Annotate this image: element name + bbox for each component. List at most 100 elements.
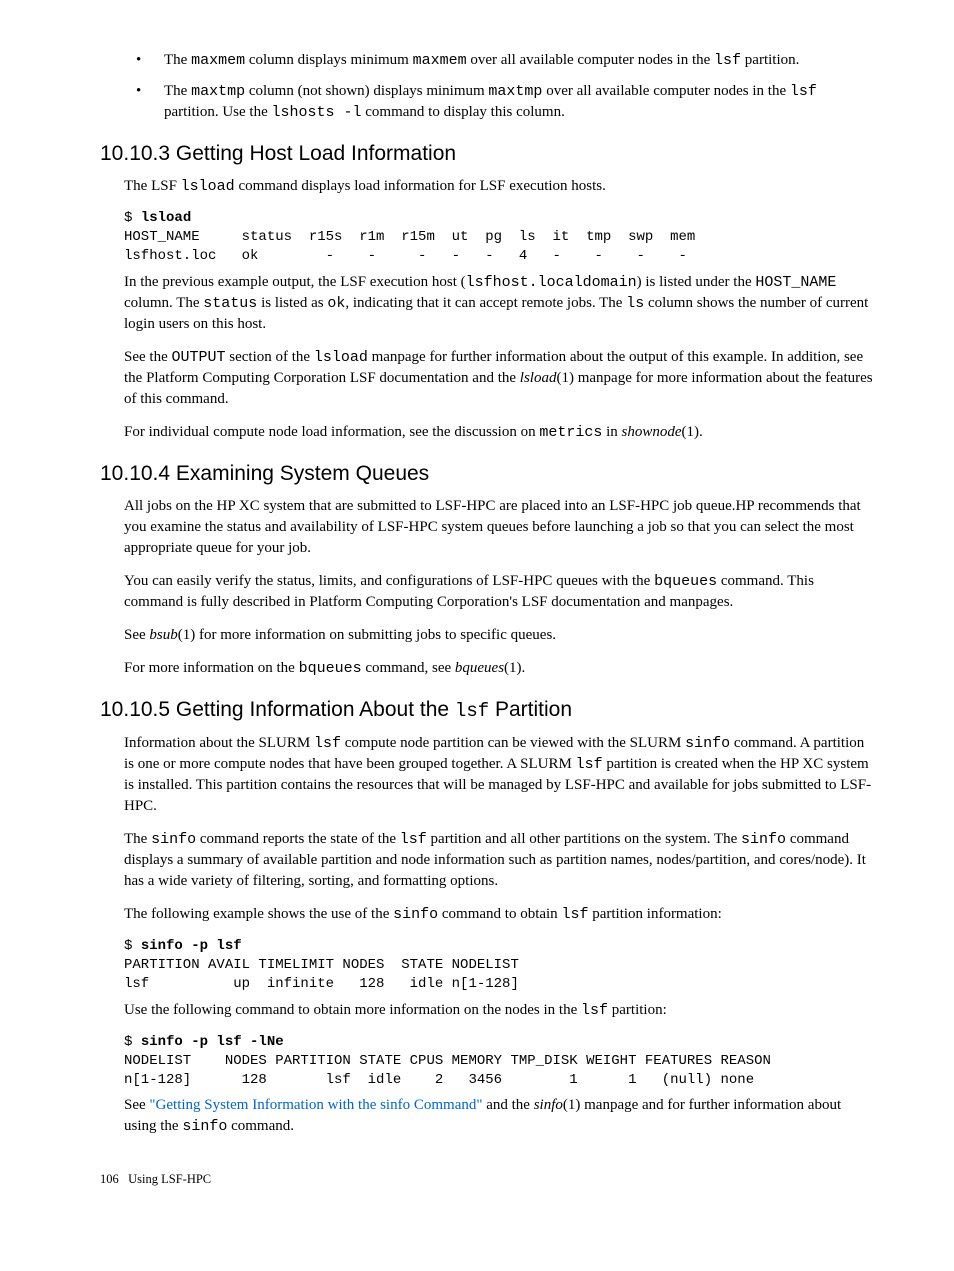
code-text: maxmem xyxy=(191,52,245,69)
output-line: NODELIST NODES PARTITION STATE CPUS MEMO… xyxy=(124,1053,771,1069)
terminal-output: $ sinfo -p lsf -lNe NODELIST NODES PARTI… xyxy=(124,1033,874,1090)
code-text: ls xyxy=(626,295,644,312)
section-heading-10-10-3: 10.10.3 Getting Host Load Information xyxy=(100,139,874,168)
text: is listed as xyxy=(257,295,327,311)
text: partition. xyxy=(741,52,799,68)
output-line: lsfhost.loc ok - - - - - 4 - - - - xyxy=(124,248,687,264)
text: command. xyxy=(227,1118,294,1134)
text: Use the following command to obtain more… xyxy=(124,1002,581,1018)
italic-text: lsload xyxy=(520,370,557,386)
italic-text: shownode xyxy=(622,424,682,440)
paragraph: All jobs on the HP XC system that are su… xyxy=(124,496,874,559)
code-text: maxtmp xyxy=(191,83,245,100)
code-text: maxmem xyxy=(413,52,467,69)
code-text: ok xyxy=(327,295,345,312)
code-text: bqueues xyxy=(654,573,717,590)
code-text: lsload xyxy=(314,349,368,366)
code-text: maxtmp xyxy=(488,83,542,100)
page-number: 106 xyxy=(100,1172,119,1186)
text: , indicating that it can accept remote j… xyxy=(345,295,626,311)
text: column. The xyxy=(124,295,203,311)
code-text: OUTPUT xyxy=(171,349,225,366)
text: (1). xyxy=(504,660,525,676)
text: command displays load information for LS… xyxy=(235,178,606,194)
code-text: lsload xyxy=(181,178,235,195)
text: For more information on the xyxy=(124,660,299,676)
text: and the xyxy=(482,1097,533,1113)
code-text: lsf xyxy=(314,735,341,752)
text: The xyxy=(124,831,151,847)
paragraph: See the OUTPUT section of the lsload man… xyxy=(124,347,874,410)
code-text: lsf xyxy=(581,1002,608,1019)
code-text: sinfo xyxy=(393,906,438,923)
code-text: sinfo xyxy=(151,831,196,848)
text: The LSF xyxy=(124,178,181,194)
command: sinfo -p lsf -lNe xyxy=(141,1034,284,1050)
text: command to display this column. xyxy=(362,104,565,120)
code-text: HOST_NAME xyxy=(755,274,836,291)
code-text: bqueues xyxy=(299,660,362,677)
prompt: $ xyxy=(124,938,141,954)
paragraph: See "Getting System Information with the… xyxy=(124,1095,874,1137)
code-text: lsf xyxy=(400,831,427,848)
list-item: The maxmem column displays minimum maxme… xyxy=(164,50,874,71)
code-text: lsf xyxy=(576,756,603,773)
code-text: lsfhost.localdomain xyxy=(466,274,637,291)
output-line: n[1-128] 128 lsf idle 2 3456 1 1 (null) … xyxy=(124,1072,754,1088)
paragraph: The LSF lsload command displays load inf… xyxy=(124,176,874,197)
code-text: sinfo xyxy=(182,1118,227,1135)
code-text: lsf xyxy=(714,52,741,69)
paragraph: See bsub(1) for more information on subm… xyxy=(124,625,874,646)
code-text: lsf xyxy=(455,700,489,722)
text: (1) for more information on submitting j… xyxy=(178,627,556,643)
text: partition. Use the xyxy=(164,104,271,120)
text: Information about the SLURM xyxy=(124,735,314,751)
text: command, see xyxy=(362,660,455,676)
italic-text: sinfo xyxy=(534,1097,563,1113)
paragraph: Use the following command to obtain more… xyxy=(124,1000,874,1021)
italic-text: bsub xyxy=(149,627,177,643)
text: compute node partition can be viewed wit… xyxy=(341,735,685,751)
text: The xyxy=(164,83,191,99)
footer-label: Using LSF-HPC xyxy=(128,1172,211,1186)
paragraph: For individual compute node load informa… xyxy=(124,422,874,443)
heading-text: Partition xyxy=(489,698,572,721)
text: partition: xyxy=(608,1002,667,1018)
paragraph: The following example shows the use of t… xyxy=(124,904,874,925)
text: The following example shows the use of t… xyxy=(124,906,393,922)
text: section of the xyxy=(226,349,314,365)
text: partition information: xyxy=(588,906,721,922)
code-text: sinfo xyxy=(685,735,730,752)
text: column (not shown) displays minimum xyxy=(245,83,488,99)
prompt: $ xyxy=(124,1034,141,1050)
code-text: lsf xyxy=(561,906,588,923)
text: partition and all other partitions on th… xyxy=(427,831,741,847)
code-text: status xyxy=(203,295,257,312)
code-text: lsf xyxy=(790,83,817,100)
bullet-list: The maxmem column displays minimum maxme… xyxy=(100,50,874,123)
text: (1). xyxy=(682,424,703,440)
paragraph: In the previous example output, the LSF … xyxy=(124,272,874,335)
text: See xyxy=(124,1097,149,1113)
output-line: PARTITION AVAIL TIMELIMIT NODES STATE NO… xyxy=(124,957,519,973)
output-line: lsf up infinite 128 idle n[1-128] xyxy=(124,976,519,992)
text: over all available computer nodes in the xyxy=(467,52,714,68)
text: The xyxy=(164,52,191,68)
command: lsload xyxy=(141,210,191,226)
text: See the xyxy=(124,349,171,365)
text: over all available computer nodes in the xyxy=(542,83,789,99)
text: See xyxy=(124,627,149,643)
paragraph: You can easily verify the status, limits… xyxy=(124,571,874,613)
command: sinfo -p lsf xyxy=(141,938,242,954)
terminal-output: $ sinfo -p lsf PARTITION AVAIL TIMELIMIT… xyxy=(124,937,874,994)
text: command reports the state of the xyxy=(196,831,400,847)
code-text: metrics xyxy=(539,424,602,441)
section-heading-10-10-4: 10.10.4 Examining System Queues xyxy=(100,459,874,488)
link-text[interactable]: "Getting System Information with the sin… xyxy=(149,1097,482,1113)
text: column displays minimum xyxy=(245,52,413,68)
page-footer: 106 Using LSF-HPC xyxy=(100,1171,874,1189)
paragraph: The sinfo command reports the state of t… xyxy=(124,829,874,892)
italic-text: bqueues xyxy=(455,660,504,676)
terminal-output: $ lsload HOST_NAME status r15s r1m r15m … xyxy=(124,209,874,266)
output-line: HOST_NAME status r15s r1m r15m ut pg ls … xyxy=(124,229,695,245)
